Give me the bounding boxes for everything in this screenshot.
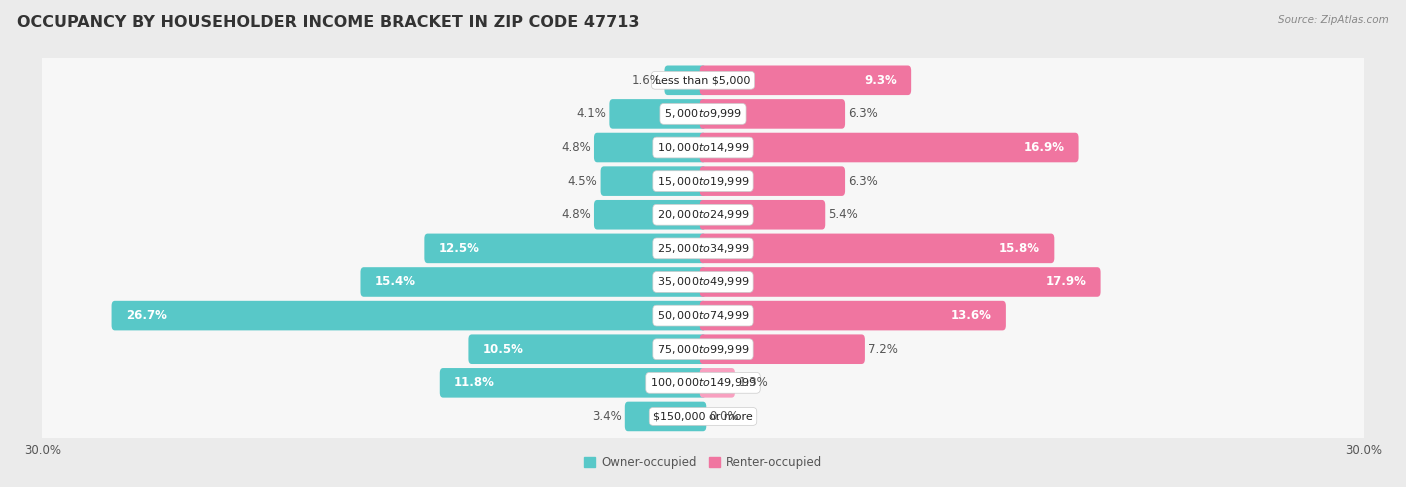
FancyBboxPatch shape [624,402,706,431]
Text: 17.9%: 17.9% [1046,276,1087,288]
Text: 16.9%: 16.9% [1024,141,1064,154]
FancyBboxPatch shape [665,65,706,95]
Text: $35,000 to $49,999: $35,000 to $49,999 [657,276,749,288]
FancyBboxPatch shape [700,301,1005,330]
FancyBboxPatch shape [468,335,706,364]
Text: $150,000 or more: $150,000 or more [654,412,752,421]
FancyBboxPatch shape [360,267,706,297]
Legend: Owner-occupied, Renter-occupied: Owner-occupied, Renter-occupied [579,452,827,474]
FancyBboxPatch shape [37,257,1369,307]
FancyBboxPatch shape [425,234,706,263]
FancyBboxPatch shape [700,167,845,196]
Text: 7.2%: 7.2% [868,343,898,356]
Text: 9.3%: 9.3% [865,74,897,87]
FancyBboxPatch shape [700,65,911,95]
Text: $20,000 to $24,999: $20,000 to $24,999 [657,208,749,221]
FancyBboxPatch shape [609,99,706,129]
Text: 1.3%: 1.3% [738,376,768,389]
Text: 4.8%: 4.8% [561,208,591,221]
Text: 0.0%: 0.0% [710,410,740,423]
Text: $100,000 to $149,999: $100,000 to $149,999 [650,376,756,389]
Text: 6.3%: 6.3% [848,175,879,187]
FancyBboxPatch shape [700,335,865,364]
Text: $75,000 to $99,999: $75,000 to $99,999 [657,343,749,356]
Text: $50,000 to $74,999: $50,000 to $74,999 [657,309,749,322]
Text: 15.4%: 15.4% [375,276,416,288]
Text: Less than $5,000: Less than $5,000 [655,75,751,85]
FancyBboxPatch shape [440,368,706,397]
FancyBboxPatch shape [700,267,1101,297]
Text: Source: ZipAtlas.com: Source: ZipAtlas.com [1278,15,1389,25]
FancyBboxPatch shape [37,155,1369,206]
Text: 15.8%: 15.8% [1000,242,1040,255]
FancyBboxPatch shape [37,122,1369,173]
Text: 11.8%: 11.8% [454,376,495,389]
FancyBboxPatch shape [700,368,735,397]
FancyBboxPatch shape [37,189,1369,240]
Text: $5,000 to $9,999: $5,000 to $9,999 [664,108,742,120]
Text: 4.1%: 4.1% [576,108,606,120]
FancyBboxPatch shape [37,55,1369,106]
Text: $15,000 to $19,999: $15,000 to $19,999 [657,175,749,187]
Text: 4.8%: 4.8% [561,141,591,154]
FancyBboxPatch shape [37,223,1369,274]
FancyBboxPatch shape [37,324,1369,375]
FancyBboxPatch shape [37,357,1369,409]
Text: 26.7%: 26.7% [127,309,167,322]
FancyBboxPatch shape [593,200,706,229]
Text: 1.6%: 1.6% [631,74,661,87]
FancyBboxPatch shape [37,290,1369,341]
Text: 12.5%: 12.5% [439,242,479,255]
Text: $25,000 to $34,999: $25,000 to $34,999 [657,242,749,255]
Text: 4.5%: 4.5% [568,175,598,187]
Text: OCCUPANCY BY HOUSEHOLDER INCOME BRACKET IN ZIP CODE 47713: OCCUPANCY BY HOUSEHOLDER INCOME BRACKET … [17,15,640,30]
Text: 10.5%: 10.5% [482,343,523,356]
Text: 13.6%: 13.6% [950,309,991,322]
FancyBboxPatch shape [700,200,825,229]
FancyBboxPatch shape [600,167,706,196]
Text: 5.4%: 5.4% [828,208,858,221]
FancyBboxPatch shape [37,88,1369,139]
FancyBboxPatch shape [593,133,706,162]
FancyBboxPatch shape [111,301,706,330]
FancyBboxPatch shape [700,234,1054,263]
FancyBboxPatch shape [700,99,845,129]
Text: 6.3%: 6.3% [848,108,879,120]
FancyBboxPatch shape [37,391,1369,442]
Text: 3.4%: 3.4% [592,410,621,423]
Text: $10,000 to $14,999: $10,000 to $14,999 [657,141,749,154]
FancyBboxPatch shape [700,133,1078,162]
